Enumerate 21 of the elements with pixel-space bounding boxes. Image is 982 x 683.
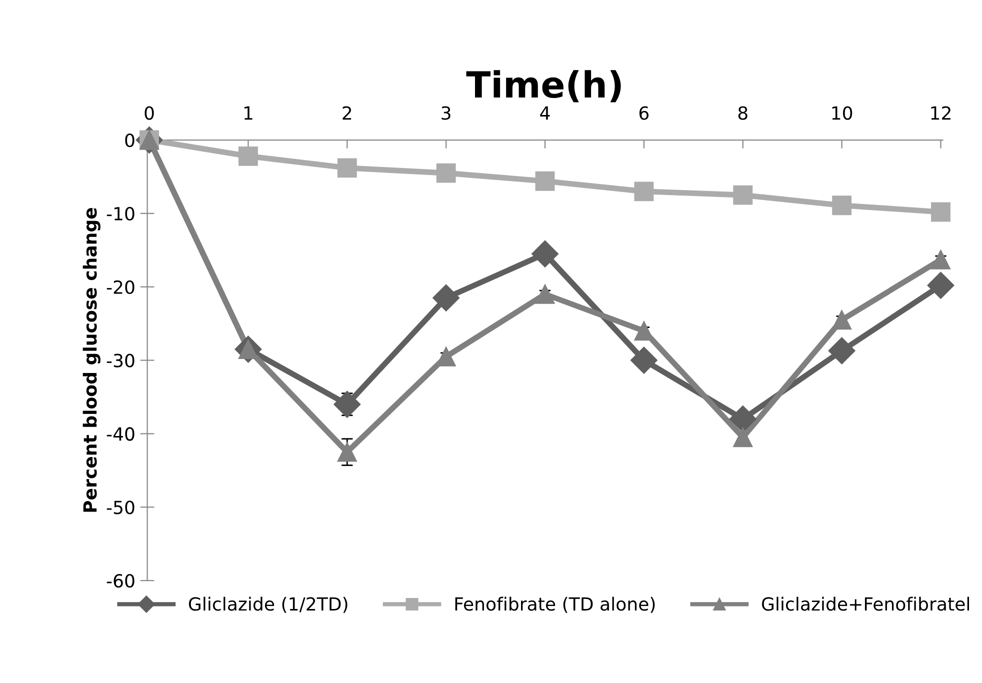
y-tick-label: 0 (125, 133, 134, 148)
x-tick-label: 3 (442, 106, 450, 120)
y-tick-label: -10 (106, 206, 134, 221)
y-tick-label: -60 (106, 574, 134, 588)
legend-label: Gliclazide+Fenofibratel (762, 596, 970, 611)
y-tick-label: -40 (106, 427, 134, 441)
x-tick-label: 1 (244, 106, 252, 120)
x-tick-label: 8 (738, 106, 748, 120)
x-tick-label: 0 (144, 106, 154, 120)
x-axis-title: Time(h) (466, 70, 621, 102)
legend-label: Gliclazide (1/2TD) (188, 596, 348, 613)
x-tick-label: 12 (931, 106, 950, 120)
x-tick-label: 2 (342, 106, 352, 120)
x-tick-label: 4 (540, 106, 550, 120)
y-tick-label: -20 (106, 280, 134, 294)
x-tick-label: 6 (639, 106, 649, 120)
y-tick-label: -50 (106, 500, 134, 514)
y-tick-label: -30 (106, 354, 134, 368)
y-axis-title: Percent blood glucose change (82, 208, 100, 512)
legend-label: Fenofibrate (TD alone) (455, 596, 655, 613)
x-tick-label: 10 (832, 106, 852, 120)
